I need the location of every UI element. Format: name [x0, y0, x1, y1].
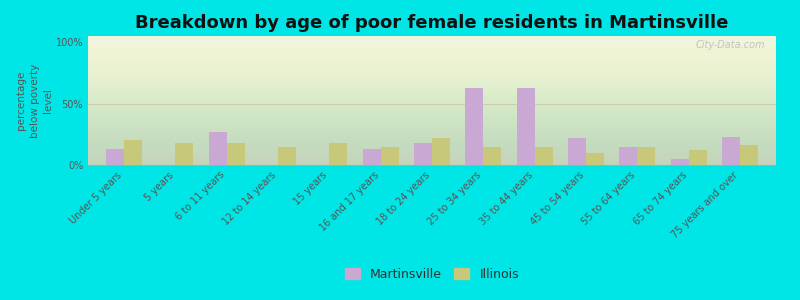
Legend: Martinsville, Illinois: Martinsville, Illinois	[341, 264, 523, 285]
Bar	[740, 145, 758, 165]
Bar	[568, 138, 586, 165]
Bar	[466, 88, 483, 165]
Bar	[722, 137, 740, 165]
Bar	[124, 140, 142, 165]
Bar	[689, 150, 706, 165]
Bar	[278, 147, 296, 165]
Bar	[362, 149, 381, 165]
Bar	[586, 153, 604, 165]
Bar	[330, 143, 347, 165]
Bar	[175, 143, 194, 165]
Bar	[638, 147, 655, 165]
Bar	[209, 132, 226, 165]
Bar	[432, 138, 450, 165]
Bar	[670, 159, 689, 165]
Title: Breakdown by age of poor female residents in Martinsville: Breakdown by age of poor female resident…	[135, 14, 729, 32]
Bar	[414, 143, 432, 165]
Bar	[226, 143, 245, 165]
Bar	[619, 147, 638, 165]
Bar	[483, 147, 502, 165]
Bar	[106, 149, 124, 165]
Y-axis label: percentage
below poverty
level: percentage below poverty level	[17, 63, 53, 138]
Bar	[534, 147, 553, 165]
Text: City-Data.com: City-Data.com	[696, 40, 766, 50]
Bar	[517, 88, 534, 165]
Bar	[381, 147, 398, 165]
